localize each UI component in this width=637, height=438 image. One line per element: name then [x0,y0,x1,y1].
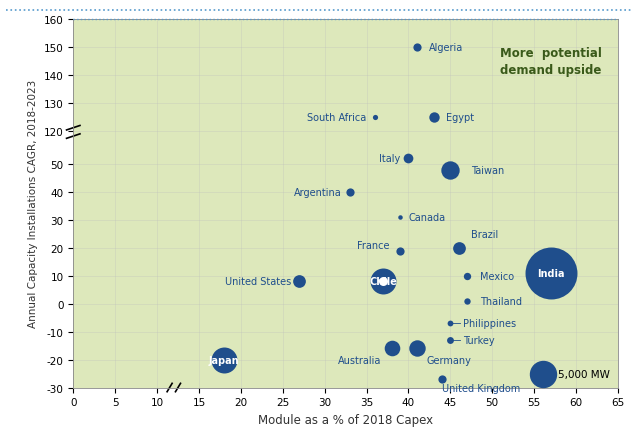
Text: Australia: Australia [338,355,382,365]
Text: More  potential
demand upside: More potential demand upside [500,46,602,77]
Point [412,345,422,352]
Point [437,376,447,383]
Text: Taiwan: Taiwan [471,165,505,175]
Text: United Kingdom: United Kingdom [442,383,520,392]
Point [403,155,413,162]
Point [294,278,304,285]
Text: Brazil: Brazil [471,230,499,239]
Text: Canada: Canada [408,212,445,223]
Text: Turkey: Turkey [463,335,494,345]
Point [378,278,389,285]
Text: Argentina: Argentina [294,187,341,198]
Point [445,337,455,344]
Point [445,167,455,174]
Point [546,270,556,277]
Text: Chile: Chile [369,277,397,287]
Point [370,114,380,121]
Text: India: India [537,268,564,278]
Text: Germany: Germany [427,355,472,365]
Point [462,272,472,279]
Point [387,345,397,352]
Text: United States: United States [225,277,291,287]
Point [462,298,472,305]
Text: Algeria: Algeria [429,42,464,53]
Text: Thailand: Thailand [480,296,522,306]
X-axis label: Module as a % of 2018 Capex: Module as a % of 2018 Capex [258,413,433,426]
Point [395,247,405,254]
Point [412,44,422,51]
Point [395,214,405,221]
Text: South Africa: South Africa [307,112,366,122]
Point [429,114,439,121]
Text: Egypt: Egypt [446,112,474,122]
Point [219,356,229,363]
Y-axis label: Annual Capacity Installations CAGR, 2018-2023: Annual Capacity Installations CAGR, 2018… [28,80,38,328]
Text: Italy: Italy [379,154,400,164]
Text: Japan: Japan [209,355,240,365]
Text: Philippines: Philippines [463,318,516,328]
Point [445,320,455,327]
Legend: 5,000 MW: 5,000 MW [529,366,613,382]
Text: France: France [357,240,390,251]
Point [454,245,464,252]
Point [345,189,355,196]
Text: Mexico: Mexico [480,271,514,281]
Point [378,278,389,285]
